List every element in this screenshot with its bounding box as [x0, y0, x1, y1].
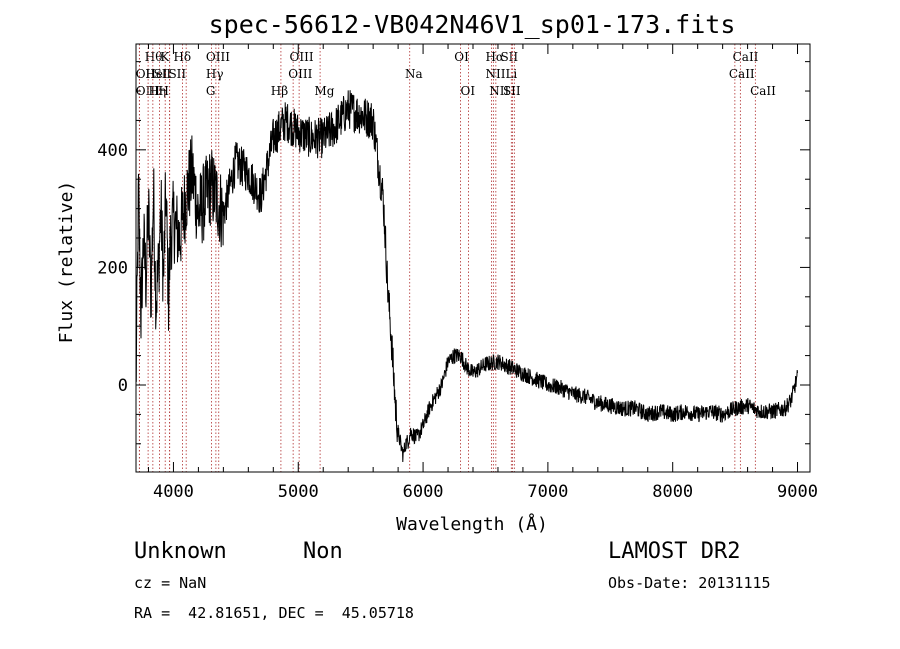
line-marker-label: SII: [168, 67, 186, 81]
line-marker-label: Hθ: [145, 50, 163, 64]
line-marker-label: Li: [505, 67, 517, 81]
redshift-readout: cz = NaN: [134, 574, 207, 592]
y-tick-label: 400: [97, 141, 128, 161]
line-marker-label: SII: [503, 84, 521, 98]
y-axis-label: Flux (relative): [56, 181, 77, 344]
line-marker-label: CaII: [750, 84, 776, 98]
line-marker-label: OIII: [206, 50, 230, 64]
line-marker-label: OII: [136, 67, 156, 81]
line-marker-label: OIII: [288, 67, 312, 81]
line-marker-label: Hα: [485, 50, 504, 64]
object-class: Unknown: [134, 539, 227, 564]
line-marker-label: G: [206, 84, 216, 98]
line-marker-label: OIII: [290, 50, 314, 64]
x-tick-label: 8000: [652, 482, 693, 502]
axis-ticks: 4000 5000 6000 7000 8000 9000 0 200 400: [97, 44, 818, 502]
y-tick-label: 200: [97, 258, 128, 278]
line-marker-label: SII: [153, 67, 171, 81]
line-marker-label: Na: [405, 67, 423, 81]
line-marker-label: Hγ: [206, 67, 224, 81]
line-marker-label: OI: [461, 84, 476, 98]
coordinates-readout: RA = 42.81651, DEC = 45.05718: [134, 604, 414, 622]
line-marker-label: CaII: [733, 50, 759, 64]
line-marker-label: K: [160, 50, 170, 64]
x-axis-label: Wavelength (Å): [396, 513, 548, 535]
x-tick-label: 6000: [403, 482, 444, 502]
object-subclass: Non: [303, 539, 343, 564]
chart-title: spec-56612-VB042N46V1_sp01-173.fits: [209, 10, 736, 39]
line-marker-label: NII: [485, 67, 505, 81]
flux-series-line: [135, 90, 798, 463]
line-marker-label: H: [158, 84, 168, 98]
x-tick-label: 4000: [153, 482, 194, 502]
line-marker-label: Hη: [148, 84, 166, 98]
plot-frame: [135, 43, 811, 473]
line-marker-label: Hδ: [173, 50, 191, 64]
survey-name: LAMOST DR2: [608, 539, 741, 564]
line-marker-label: SII: [500, 50, 518, 64]
line-marker-label: CaII: [729, 67, 755, 81]
line-marker-label: Mg: [314, 84, 334, 98]
x-tick-label: 5000: [278, 482, 319, 502]
x-tick-label: 7000: [527, 482, 568, 502]
line-marker-label: OI: [454, 50, 469, 64]
line-marker-label: HeI: [145, 67, 168, 81]
x-tick-label: 9000: [777, 482, 818, 502]
line-marker-label: Hβ: [271, 84, 288, 98]
line-marker-label: NII: [489, 84, 509, 98]
observation-date: Obs-Date: 20131115: [608, 574, 771, 592]
y-tick-label: 0: [118, 376, 128, 396]
